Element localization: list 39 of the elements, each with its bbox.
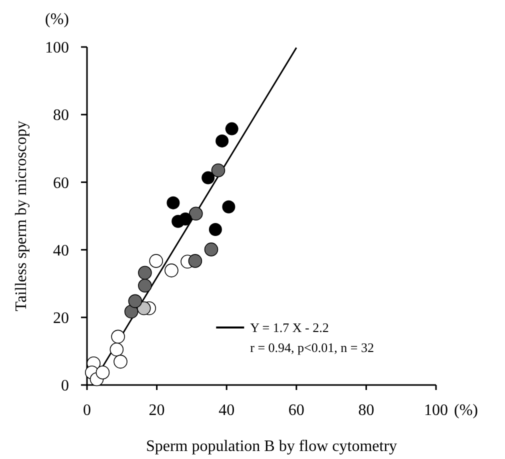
point — [208, 223, 222, 236]
x-tick-label: 40 — [218, 402, 235, 419]
point — [96, 366, 110, 380]
point — [202, 171, 215, 184]
y-axis-title: Tailless sperm by microscopy — [13, 120, 30, 312]
point — [149, 254, 163, 268]
point — [178, 212, 192, 226]
x-tick-label: 0 — [83, 402, 91, 419]
point — [211, 163, 226, 178]
point — [166, 196, 180, 210]
point — [138, 278, 152, 293]
y-tick-label: 100 — [45, 40, 69, 57]
point — [188, 254, 202, 268]
point — [114, 354, 128, 369]
text: (%) — [45, 11, 69, 28]
x-tick-label: 20 — [148, 402, 165, 419]
y-tick-label: 20 — [53, 310, 69, 327]
x-axis-title: Sperm population B by flow cytometry — [146, 438, 398, 455]
x-tick-label: 100 — [424, 402, 448, 419]
point — [188, 206, 203, 221]
point — [128, 294, 142, 308]
y-tick-label: 0 — [61, 378, 69, 395]
legend-label: Y = 1.7 X - 2.2 — [250, 320, 329, 336]
point — [204, 242, 218, 256]
point — [124, 304, 138, 319]
point — [222, 200, 236, 214]
x-tick-label: 60 — [288, 402, 304, 419]
y-tick-label: 60 — [53, 174, 69, 192]
x-tick-label: 80 — [358, 402, 374, 419]
y-tick-label: 80 — [53, 107, 69, 124]
point — [111, 330, 125, 344]
annotation: r = 0.94, p<0.01, n = 32 — [250, 340, 374, 356]
text: (%) — [454, 402, 478, 419]
point — [164, 264, 178, 278]
point — [216, 134, 229, 148]
point — [225, 122, 238, 136]
y-tick-label: 40 — [53, 242, 69, 260]
point — [110, 342, 124, 356]
point — [138, 266, 152, 280]
